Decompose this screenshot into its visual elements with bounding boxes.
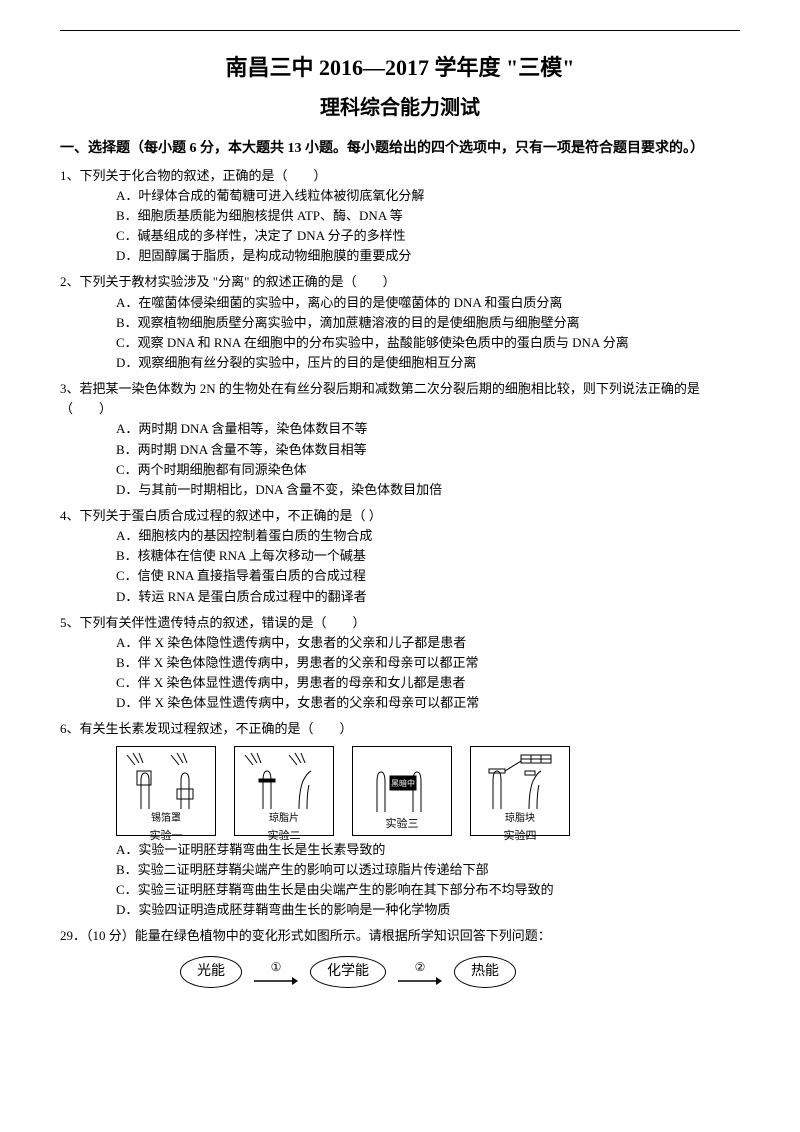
q29-stem: 29．（10 分）能量在绿色植物中的变化形式如图所示。请根据所学知识回答下列问题… [60,926,740,946]
arrow-2: ② [398,958,442,987]
q3-opt-a: A．两时期 DNA 含量相等，染色体数目不等 [116,419,740,439]
q2-opt-a: A．在噬菌体侵染细菌的实验中，离心的目的是使噬菌体的 DNA 和蛋白质分离 [116,293,740,313]
question-4: 4、下列关于蛋白质合成过程的叙述中，不正确的是（ ） A．细胞核内的基因控制着蛋… [60,506,740,607]
q1-stem: 1、下列关于化合物的叙述，正确的是（ ） [60,166,740,186]
q6-opt-b: B．实验二证明胚芽鞘尖端产生的影响可以透过琼脂片传递给下部 [116,860,740,880]
q5-opt-a: A．伴 X 染色体隐性遗传病中，女患者的父亲和儿子都是患者 [116,633,740,653]
node-chem: 化学能 [310,956,386,988]
fig-exp-2: 琼脂片 实验二 [234,746,334,836]
q3-stem: 3、若把某一染色体数为 2N 的生物处在有丝分裂后期和减数第二次分裂后期的细胞相… [60,379,740,419]
fig4-svg [475,751,565,811]
question-6: 6、有关生长素发现过程叙述，不正确的是（ ） 锡箔罩 实验一 [60,719,740,920]
fig3-svg: 黑暗中 [357,754,447,814]
fig4-caption: 琼脂块 [505,811,535,827]
section-header: 一、 选择题（每小题 6 分，本大题共 13 小题。每小题给出的四个选项中，只有… [60,138,740,160]
q1-opt-c: C．碱基组成的多样性，决定了 DNA 分子的多样性 [116,226,740,246]
experiment-figures: 锡箔罩 实验一 琼脂片 实验二 [116,746,740,836]
q6-opt-d: D．实验四证明造成胚芽鞘弯曲生长的影响是一种化学物质 [116,900,740,920]
q2-opt-d: D．观察细胞有丝分裂的实验中，压片的目的是使细胞相互分离 [116,353,740,373]
q6-opt-a: A．实验一证明胚芽鞘弯曲生长是生长素导致的 [116,840,740,860]
q1-opt-a: A．叶绿体合成的葡萄糖可进入线粒体被彻底氧化分解 [116,186,740,206]
q3-opt-c: C．两个时期细胞都有同源染色体 [116,460,740,480]
fig1-caption: 锡箔罩 [151,811,181,827]
question-1: 1、下列关于化合物的叙述，正确的是（ ） A．叶绿体合成的葡萄糖可进入线粒体被彻… [60,166,740,267]
q5-opt-c: C．伴 X 染色体显性遗传病中，男患者的母亲和女儿都是患者 [116,673,740,693]
fig2-svg [239,751,329,811]
q2-opt-b: B．观察植物细胞质壁分离实验中，滴加蔗糖溶液的目的是使细胞质与细胞壁分离 [116,313,740,333]
q3-opt-b: B．两时期 DNA 含量不等，染色体数目相等 [116,440,740,460]
fig4-label: 实验四 [504,826,537,845]
question-2: 2、下列关于教材实验涉及 "分离" 的叙述正确的是（ ） A．在噬菌体侵染细菌的… [60,272,740,373]
section-label: 一、 [60,138,88,160]
q4-stem: 4、下列关于蛋白质合成过程的叙述中，不正确的是（ ） [60,506,740,526]
arrow-1-label: ① [271,958,282,977]
fig-exp-1: 锡箔罩 实验一 [116,746,216,836]
node-heat: 热能 [454,956,516,988]
title-main: 南昌三中 2016—2017 学年度 "三模" [60,51,740,85]
q5-opt-b: B．伴 X 染色体隐性遗传病中，男患者的父亲和母亲可以都正常 [116,653,740,673]
q4-opt-b: B．核糖体在信使 RNA 上每次移动一个碱基 [116,546,740,566]
q4-opt-c: C．信使 RNA 直接指导着蛋白质的合成过程 [116,566,740,586]
q1-opt-d: D．胆固醇属于脂质，是构成动物细胞膜的重要成分 [116,246,740,266]
q2-opt-c: C．观察 DNA 和 RNA 在细胞中的分布实验中，盐酸能够使染色质中的蛋白质与… [116,333,740,353]
q3-opt-d: D．与其前一时期相比，DNA 含量不变，染色体数目加倍 [116,480,740,500]
question-5: 5、下列有关伴性遗传特点的叙述，错误的是（ ） A．伴 X 染色体隐性遗传病中，… [60,613,740,714]
arrow-1: ① [254,958,298,987]
top-rule [60,30,740,31]
q5-opt-d: D．伴 X 染色体显性遗传病中，女患者的父亲和母亲可以都正常 [116,693,740,713]
fig2-caption: 琼脂片 [269,811,299,827]
q4-opt-d: D．转运 RNA 是蛋白质合成过程中的翻译者 [116,587,740,607]
section-body: 选择题（每小题 6 分，本大题共 13 小题。每小题给出的四个选项中，只有一项是… [88,138,740,160]
energy-diagram: 光能 ① 化学能 ② 热能 [180,956,740,988]
q1-opt-b: B．细胞质基质能为细胞核提供 ATP、酶、DNA 等 [116,206,740,226]
q6-opt-c: C．实验三证明胚芽鞘弯曲生长是由尖端产生的影响在其下部分布不均导致的 [116,880,740,900]
question-29: 29．（10 分）能量在绿色植物中的变化形式如图所示。请根据所学知识回答下列问题… [60,926,740,988]
q5-stem: 5、下列有关伴性遗传特点的叙述，错误的是（ ） [60,613,740,633]
arrow-2-label: ② [415,958,426,977]
node-light: 光能 [180,956,242,988]
fig1-svg [121,751,211,811]
question-3: 3、若把某一染色体数为 2N 的生物处在有丝分裂后期和减数第二次分裂后期的细胞相… [60,379,740,500]
fig3-text: 黑暗中 [391,778,415,788]
q4-opt-a: A．细胞核内的基因控制着蛋白质的生物合成 [116,526,740,546]
fig-exp-4: 琼脂块 实验四 [470,746,570,836]
fig-exp-3: 黑暗中 实验三 [352,746,452,836]
title-sub: 理科综合能力测试 [60,93,740,124]
q2-stem: 2、下列关于教材实验涉及 "分离" 的叙述正确的是（ ） [60,272,740,292]
fig3-label: 实验三 [386,814,419,833]
q6-stem: 6、有关生长素发现过程叙述，不正确的是（ ） [60,719,740,739]
